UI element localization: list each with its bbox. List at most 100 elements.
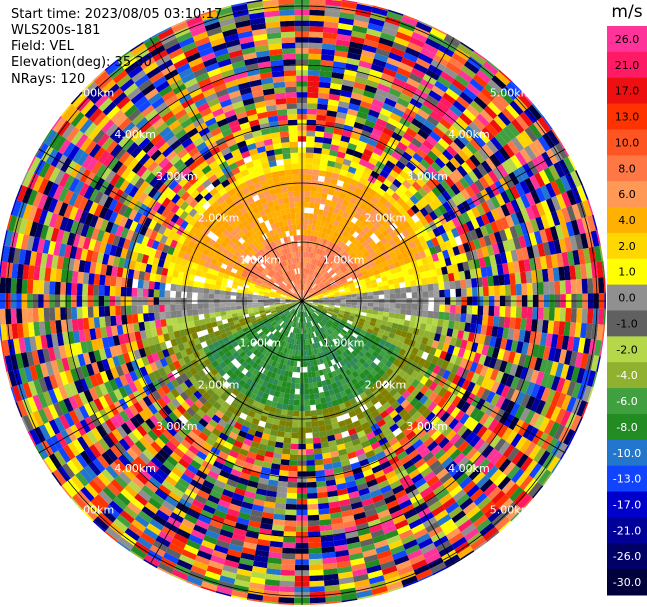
range-gate <box>457 43 474 57</box>
range-gate <box>424 345 432 354</box>
range-gate <box>325 228 332 235</box>
range-gate <box>280 304 287 308</box>
range-gate <box>169 436 181 448</box>
range-gate <box>201 329 209 336</box>
range-gate <box>307 503 319 510</box>
range-gate <box>376 187 386 197</box>
range-gate <box>309 309 314 314</box>
range-gate <box>362 292 368 297</box>
range-gate <box>352 174 362 182</box>
range-gate <box>183 544 199 556</box>
range-gate <box>345 113 357 122</box>
range-gate <box>455 305 462 314</box>
range-gate <box>281 453 290 460</box>
range-gate <box>492 167 504 181</box>
range-gate <box>481 143 494 157</box>
range-gate <box>420 124 433 136</box>
range-gate <box>291 303 297 306</box>
range-gate <box>253 555 269 563</box>
range-gate <box>333 190 341 198</box>
range-gate <box>372 534 387 544</box>
range-gate <box>482 61 499 76</box>
range-gate <box>311 224 316 231</box>
range-gate <box>317 98 329 105</box>
range-gate <box>348 221 355 229</box>
range-gate <box>480 266 488 278</box>
range-gate <box>21 416 29 432</box>
range-gate <box>500 372 510 386</box>
range-gate <box>499 229 508 242</box>
range-gate <box>279 470 289 477</box>
range-gate <box>530 369 540 384</box>
range-gate <box>323 316 330 322</box>
range-gate <box>407 449 420 460</box>
range-gate <box>256 344 263 352</box>
range-gate <box>305 268 308 274</box>
range-gate <box>350 260 357 267</box>
range-gate <box>365 254 373 261</box>
range-gate <box>218 368 227 377</box>
range-gate <box>409 554 426 566</box>
range-gate <box>390 268 397 275</box>
range-gate <box>313 301 319 303</box>
range-gate <box>370 225 378 233</box>
range-gate <box>366 328 374 335</box>
range-gate <box>337 373 344 381</box>
range-gate <box>154 437 166 449</box>
range-gate <box>448 464 461 477</box>
range-gate <box>329 88 342 96</box>
range-gate <box>238 341 246 348</box>
range-gate <box>363 167 373 176</box>
range-gate <box>487 418 499 432</box>
range-gate <box>489 119 503 134</box>
range-gate <box>297 355 301 362</box>
range-gate <box>327 328 333 335</box>
range-gate <box>201 374 210 384</box>
range-gate <box>177 323 185 331</box>
range-gate <box>390 47 406 58</box>
range-gate <box>175 336 183 346</box>
range-gate <box>338 576 355 585</box>
range-gate <box>180 473 193 484</box>
range-gate <box>519 148 532 164</box>
range-gate <box>315 403 322 411</box>
range-gate <box>231 426 241 435</box>
range-gate <box>325 367 332 374</box>
range-gate <box>424 388 434 399</box>
range-gate <box>302 284 304 290</box>
range-gate <box>402 179 412 190</box>
range-gate <box>512 237 522 250</box>
range-gate <box>347 280 354 285</box>
range-gate <box>101 337 110 349</box>
range-gate <box>303 372 308 378</box>
range-gate <box>581 216 591 233</box>
range-gate <box>56 332 65 347</box>
range-gate <box>219 393 229 402</box>
range-gate <box>436 251 445 261</box>
range-gate <box>37 349 46 364</box>
range-gate <box>268 365 275 373</box>
range-gate <box>521 283 528 296</box>
range-gate <box>310 307 316 311</box>
range-gate <box>308 553 323 560</box>
range-gate <box>493 472 507 487</box>
range-gate <box>340 504 353 512</box>
range-gate <box>314 459 324 466</box>
range-gate <box>348 46 363 55</box>
range-gate <box>376 405 386 415</box>
range-gate <box>303 229 308 236</box>
range-gate <box>324 4 341 12</box>
range-gate <box>158 448 170 460</box>
range-gate <box>486 140 499 154</box>
range-gate <box>293 405 300 411</box>
range-gate <box>209 489 222 500</box>
range-gate <box>496 263 504 276</box>
range-gate <box>223 357 231 366</box>
range-gate <box>355 145 366 154</box>
range-gate <box>118 386 128 399</box>
range-gate <box>275 344 281 351</box>
range-gate <box>337 255 344 262</box>
range-gate <box>379 410 390 419</box>
range-gate <box>411 303 418 311</box>
range-gate <box>402 132 415 143</box>
